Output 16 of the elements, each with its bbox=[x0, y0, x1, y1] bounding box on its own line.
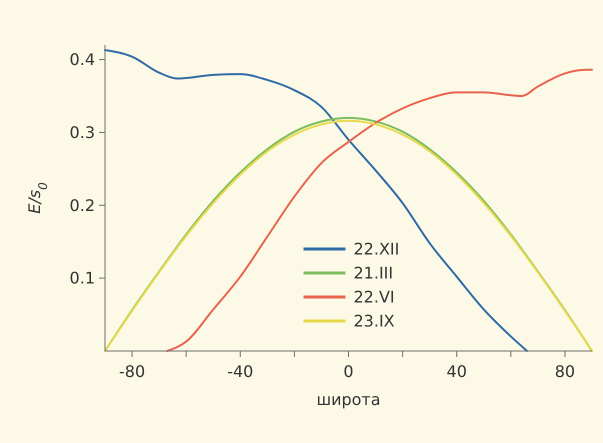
x-tick-label: 80 bbox=[554, 362, 576, 381]
x-tick-label: -40 bbox=[227, 362, 254, 381]
x-tick-label: -80 bbox=[118, 362, 146, 381]
line-series bbox=[166, 68, 593, 352]
legend-label: 22.XII bbox=[354, 240, 400, 259]
y-tick-label: 0.1 bbox=[70, 268, 95, 288]
legend-label: 21.III bbox=[354, 264, 394, 283]
line-series bbox=[104, 49, 528, 352]
x-tick-label: 40 bbox=[446, 362, 467, 381]
y-tick-label: 0.4 bbox=[70, 50, 95, 70]
legend-label: 22.VI bbox=[354, 288, 395, 307]
y-tick-label: 0.3 bbox=[70, 123, 95, 142]
x-axis-title: широта bbox=[316, 390, 381, 409]
y-tick-label: 0.2 bbox=[70, 196, 95, 215]
x-tick-label: 0 bbox=[343, 362, 354, 381]
legend-label: 23.IX bbox=[354, 312, 395, 331]
